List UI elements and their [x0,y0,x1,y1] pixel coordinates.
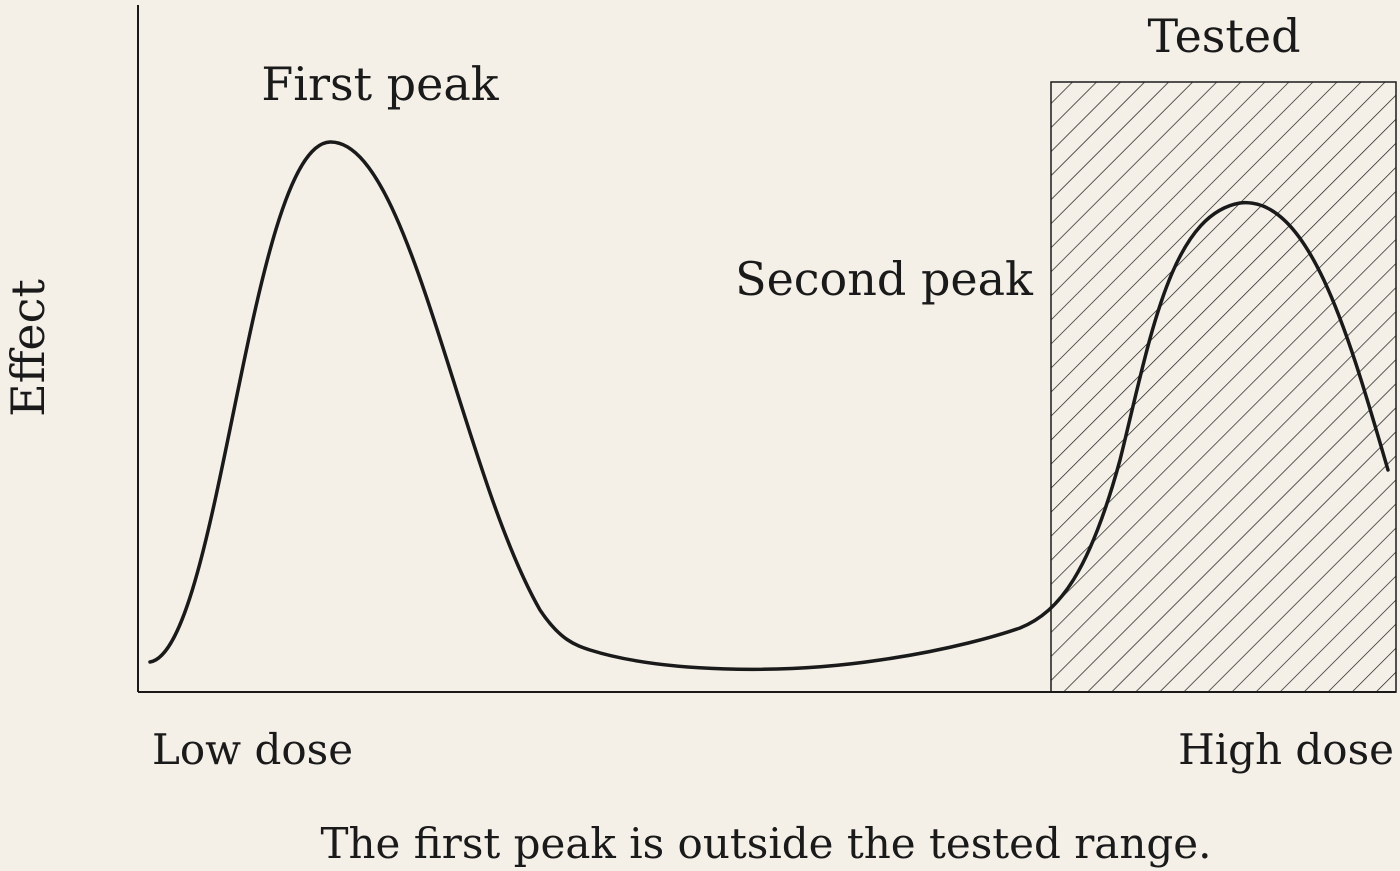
caption: The first peak is outside the tested ran… [320,819,1211,868]
x-low-label: Low dose [152,725,353,774]
x-high-label: High dose [1178,725,1394,774]
second-peak-label: Second peak [735,252,1034,306]
region-label: Tested [1147,9,1300,63]
response-curve [148,140,1390,672]
y-axis-label: Effect [1,279,55,417]
first-peak-label: First peak [261,57,499,111]
tested-region [1050,81,1397,693]
